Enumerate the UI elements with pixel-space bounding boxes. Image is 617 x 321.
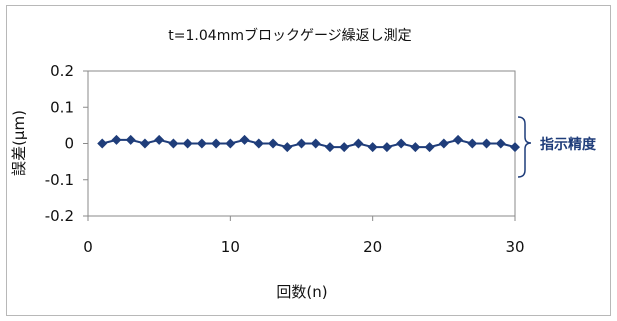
data-point: [268, 138, 279, 149]
data-point: [453, 134, 464, 145]
series-line: [101, 138, 516, 149]
data-point: [339, 142, 350, 153]
x-axis-ticks: 0 10 20 30: [83, 216, 525, 256]
data-point: [225, 138, 236, 149]
data-point: [438, 138, 449, 149]
data-point: [125, 134, 136, 145]
data-point: [424, 142, 435, 153]
data-point: [282, 142, 293, 153]
data-point: [97, 138, 108, 149]
data-point: [154, 134, 165, 145]
y-tick-label: 0.1: [50, 98, 74, 116]
data-point: [253, 138, 264, 149]
precision-brace: [517, 116, 532, 178]
data-point: [239, 134, 250, 145]
y-tick-label: -0.1: [45, 171, 74, 189]
data-point: [139, 138, 150, 149]
data-point: [381, 142, 392, 153]
data-point: [196, 138, 207, 149]
data-point: [324, 142, 335, 153]
data-point: [296, 138, 307, 149]
y-axis-label: 誤差(μm): [10, 110, 28, 176]
data-point: [353, 138, 364, 149]
data-point: [410, 142, 421, 153]
data-point: [396, 138, 407, 149]
data-point: [481, 138, 492, 149]
data-point: [510, 142, 520, 153]
chart-frame: [6, 5, 611, 316]
x-tick-label: 30: [505, 238, 524, 256]
series-markers: [97, 134, 520, 153]
x-tick-label: 10: [221, 238, 240, 256]
x-tick-label: 20: [363, 238, 382, 256]
x-tick-label: 0: [83, 238, 93, 256]
data-point: [211, 138, 222, 149]
y-tick-label: 0.2: [50, 62, 74, 80]
data-point: [310, 138, 321, 149]
data-point: [111, 134, 122, 145]
data-point: [467, 138, 478, 149]
data-point: [495, 138, 506, 149]
x-axis-label: 回数(n): [276, 283, 327, 301]
y-tick-label: 0: [64, 135, 74, 153]
data-point: [367, 142, 378, 153]
chart-title: t=1.04mmブロックゲージ繰返し測定: [168, 27, 411, 44]
y-tick-label: -0.2: [45, 207, 74, 225]
annotation-label: 指示精度: [540, 136, 597, 153]
data-point: [168, 138, 179, 149]
data-point: [182, 138, 193, 149]
y-axis-ticks: 0.2 0.1 0 -0.1 -0.2: [45, 62, 88, 225]
